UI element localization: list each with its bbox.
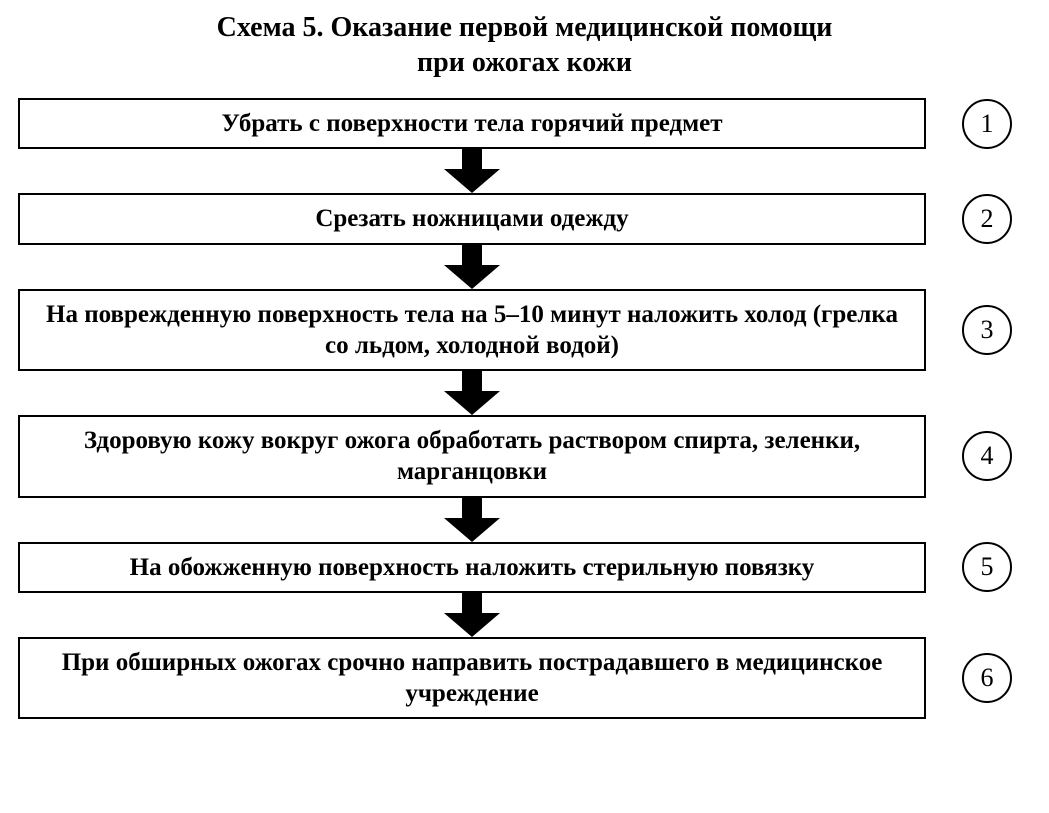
flow-row: Убрать с поверхности тела горячий предме… (10, 98, 1039, 149)
flowchart-container: Схема 5. Оказание первой медицинской пом… (10, 10, 1039, 803)
flowchart-body: Убрать с поверхности тела горячий предме… (10, 98, 1039, 719)
arrow-down (18, 593, 926, 637)
arrow-down (18, 149, 926, 193)
flow-row: Здоровую кожу вокруг ожога обработать ра… (10, 415, 1039, 498)
step-box-3: На поврежденную поверхность тела на 5–10… (18, 289, 926, 372)
title-line-2: при ожогах кожи (50, 45, 999, 80)
step-number-3: 3 (962, 305, 1012, 355)
step-box-5: На обожженную поверхность наложить стери… (18, 542, 926, 593)
arrow-down (18, 371, 926, 415)
flow-row: При обширных ожогах срочно направить пос… (10, 637, 1039, 720)
title-line-1: Схема 5. Оказание первой медицинской пом… (50, 10, 999, 45)
flowchart-title: Схема 5. Оказание первой медицинской пом… (10, 10, 1039, 80)
step-number-1: 1 (962, 99, 1012, 149)
step-box-1: Убрать с поверхности тела горячий предме… (18, 98, 926, 149)
flow-row: На обожженную поверхность наложить стери… (10, 542, 1039, 593)
arrow-down-icon (444, 498, 500, 542)
flow-row: На поврежденную поверхность тела на 5–10… (10, 289, 1039, 372)
arrow-down-icon (444, 245, 500, 289)
step-number-6: 6 (962, 653, 1012, 703)
step-box-6: При обширных ожогах срочно направить пос… (18, 637, 926, 720)
flow-row: Срезать ножницами одежду 2 (10, 193, 1039, 244)
step-number-5: 5 (962, 542, 1012, 592)
arrow-down (18, 498, 926, 542)
step-box-2: Срезать ножницами одежду (18, 193, 926, 244)
step-number-4: 4 (962, 431, 1012, 481)
arrow-down-icon (444, 371, 500, 415)
step-box-4: Здоровую кожу вокруг ожога обработать ра… (18, 415, 926, 498)
arrow-down (18, 245, 926, 289)
arrow-down-icon (444, 593, 500, 637)
step-number-2: 2 (962, 194, 1012, 244)
arrow-down-icon (444, 149, 500, 193)
